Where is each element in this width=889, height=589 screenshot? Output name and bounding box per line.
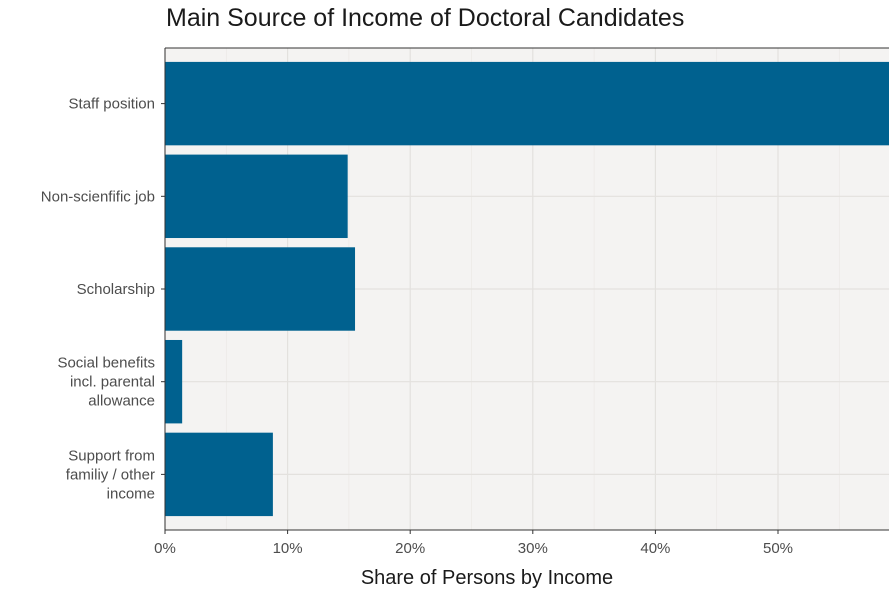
category-label-line: income [107, 485, 155, 502]
category-label-line: Non-scienfific job [41, 188, 155, 205]
tick-labels: 0% 10% 20% 30% 40% 50% [154, 540, 793, 557]
category-label: Staff position [69, 96, 155, 113]
x-axis-title: Share of Persons by Income [361, 567, 613, 589]
category-label-line: familiy / other [66, 466, 155, 483]
category-label-line: Staff position [69, 96, 155, 113]
x-tick-label: 10% [273, 540, 303, 557]
x-tick-label: 30% [518, 540, 548, 557]
category-label-line: Scholarship [77, 281, 155, 298]
category-labels: Staff position Non-scienfific job Scholars… [41, 96, 155, 503]
x-tick-label: 0% [154, 540, 176, 557]
axes [161, 47, 889, 534]
x-tick-label: 40% [640, 540, 670, 557]
bar [165, 432, 273, 517]
bar [165, 247, 356, 331]
category-label: Non-scienfific job [41, 188, 155, 205]
bar [165, 154, 348, 239]
x-tick-label: 20% [395, 540, 425, 557]
category-label-line: Support from [68, 447, 155, 464]
category-label: Social benefits incl. parental allowance [57, 355, 155, 410]
x-tick-label: 50% [763, 540, 793, 557]
category-label-line: incl. parental [70, 374, 155, 391]
category-label: Support from familiy / other income [66, 447, 155, 502]
bar [165, 61, 889, 146]
chart-title: Main Source of Income of Doctoral Candid… [166, 4, 685, 32]
bars [165, 61, 889, 517]
category-label-line: Social benefits [57, 355, 155, 372]
category-label: Scholarship [77, 281, 155, 298]
bar [165, 339, 183, 424]
category-label-line: allowance [88, 393, 155, 410]
